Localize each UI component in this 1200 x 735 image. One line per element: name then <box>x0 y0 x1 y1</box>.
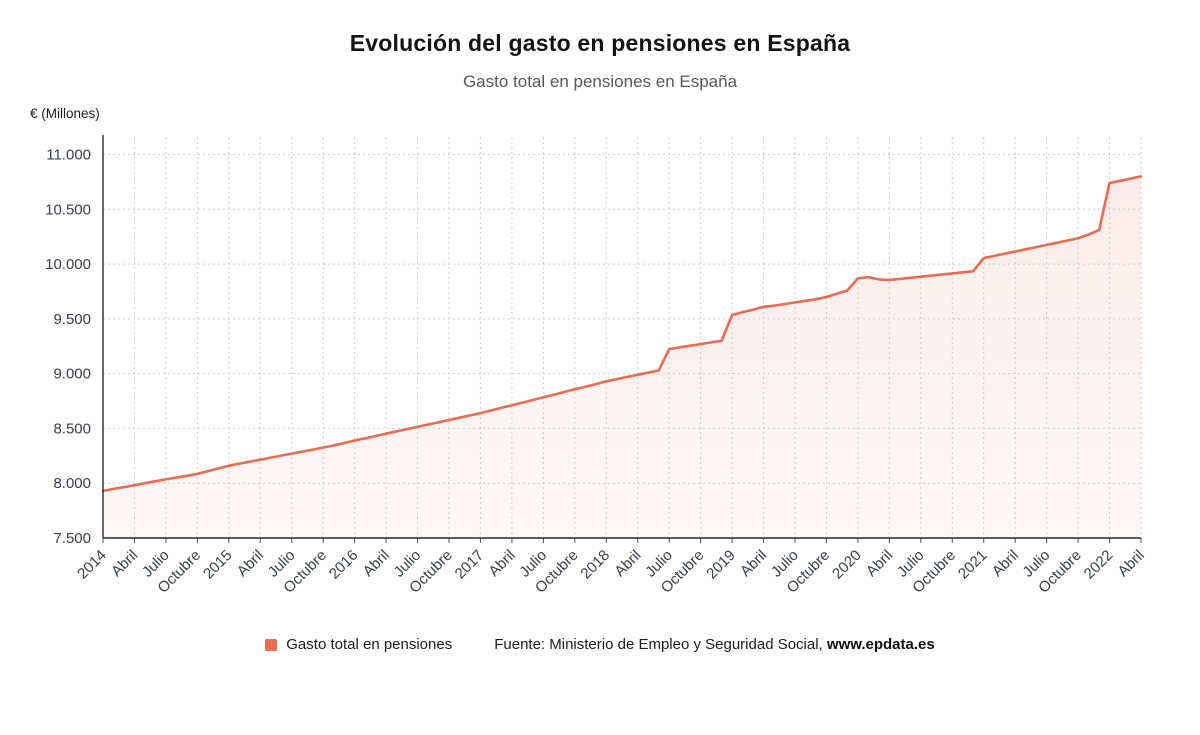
y-tick-label: 10.000 <box>45 256 91 273</box>
x-tick-label: 2017 <box>452 547 488 583</box>
chart-subtitle: Gasto total en pensiones en España <box>462 72 738 91</box>
x-tick-label: 2022 <box>1081 547 1117 583</box>
x-tick-label: Abril <box>1115 547 1148 580</box>
x-tick-label: 2019 <box>703 547 739 583</box>
x-tick-label: Abril <box>737 547 770 580</box>
x-tick-label: 2015 <box>200 547 236 583</box>
legend: Gasto total en pensiones <box>265 636 452 653</box>
y-tick-label: 8.000 <box>53 475 91 492</box>
source-prefix: Fuente: Ministerio de Empleo y Seguridad… <box>494 636 827 653</box>
x-tick-label: 2020 <box>829 547 865 583</box>
x-tick-label: Abril <box>485 547 518 580</box>
x-tick-label: Abril <box>360 547 393 580</box>
x-tick-label: Abril <box>611 547 644 580</box>
x-tick-label: 2021 <box>955 547 991 583</box>
chart-title: Evolución del gasto en pensiones en Espa… <box>349 30 851 56</box>
series-line <box>101 175 1143 493</box>
x-tick-label: Abril <box>989 547 1022 580</box>
y-tick-label: 9.000 <box>53 366 91 383</box>
legend-swatch <box>265 638 278 651</box>
x-tick-label: Abril <box>863 547 896 580</box>
x-tick-label: 2014 <box>74 547 110 583</box>
x-tick-label: 2016 <box>326 547 362 583</box>
x-tick-label: Abril <box>234 547 267 580</box>
y-tick-label: 11.000 <box>46 147 91 164</box>
x-tick-label: Abril <box>108 547 141 580</box>
source-text: Fuente: Ministerio de Empleo y Seguridad… <box>494 636 935 653</box>
legend-label: Gasto total en pensiones <box>286 636 453 653</box>
y-tick-label: 9.500 <box>53 311 91 328</box>
series-area <box>103 176 1141 538</box>
x-tick-label: 2018 <box>577 547 613 583</box>
chart-footer: Gasto total en pensiones Fuente: Ministe… <box>0 636 1200 653</box>
y-tick-label: 7.500 <box>53 530 91 547</box>
source-link[interactable]: www.epdata.es <box>826 636 935 653</box>
pension-spending-area-chart: 7.500 8.000 8.500 9.000 9.500 10.000 10.500 11.… <box>45 135 1148 597</box>
y-tick-label: 10.500 <box>45 201 91 218</box>
y-axis-title: € (Millones) <box>30 106 100 121</box>
y-tick-label: 8.500 <box>53 420 91 437</box>
chart-page: Evolución del gasto en pensiones en Espa… <box>0 30 1200 653</box>
